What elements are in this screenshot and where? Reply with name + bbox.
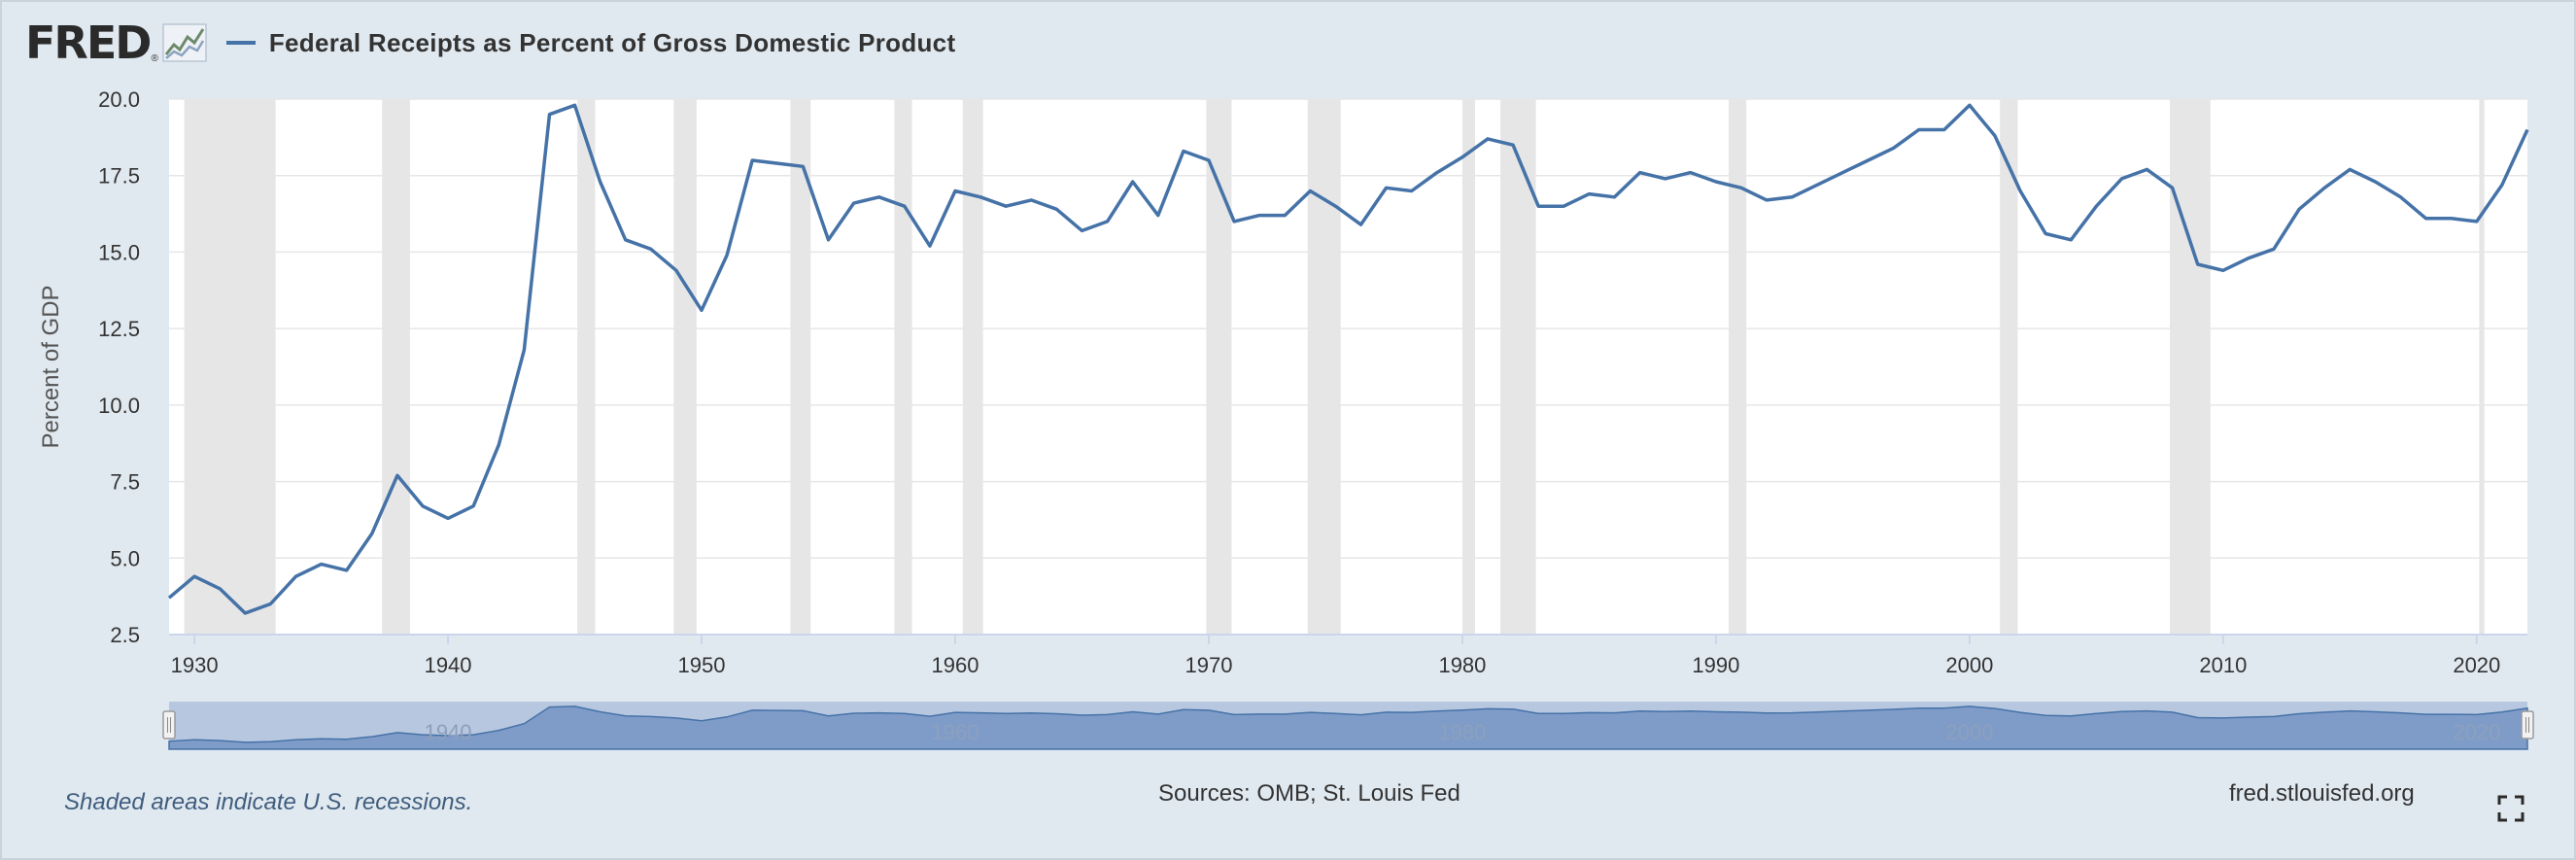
recession-band [962, 99, 983, 635]
recession-band [577, 99, 596, 635]
recession-band [2170, 99, 2211, 635]
navigator-tick-label: 1940 [425, 720, 472, 744]
recession-band [1728, 99, 1747, 635]
y-axis-label: Percent of GDP [38, 285, 64, 448]
x-tick-label: 2010 [2199, 653, 2247, 677]
x-tick-label: 1950 [678, 653, 726, 677]
navigator-left-handle[interactable] [162, 710, 176, 740]
navigator-series [168, 705, 2528, 750]
navigator-tick-label: 2020 [2453, 720, 2500, 744]
y-tick-label: 20.0 [98, 87, 140, 112]
y-tick-label: 5.0 [110, 546, 140, 570]
x-tick-label: 1980 [1438, 653, 1486, 677]
trend-graph-icon [162, 23, 207, 62]
recession-band [382, 99, 410, 635]
registered-mark: ® [151, 53, 158, 64]
navigator-tick-label: 1980 [1438, 720, 1486, 744]
x-tick-label: 1940 [425, 653, 472, 677]
y-tick-label: 15.0 [98, 240, 140, 264]
recession-band [1461, 99, 1475, 635]
x-tick-label: 1970 [1185, 653, 1232, 677]
recession-note: Shaded areas indicate U.S. recessions. [64, 789, 473, 815]
fred-logo[interactable]: FRED [25, 17, 152, 69]
x-tick-label: 1990 [1692, 653, 1739, 677]
navigator-right-handle[interactable] [2521, 710, 2534, 740]
x-tick-label: 2000 [1945, 653, 1993, 677]
recession-band [184, 99, 276, 635]
plot-area [169, 99, 2527, 635]
y-tick-label: 17.5 [98, 164, 140, 189]
navigator-tick-label: 1960 [932, 720, 979, 744]
recession-band [1206, 99, 1232, 635]
site-link[interactable]: fred.stlouisfed.org [2229, 780, 2415, 807]
series-line [167, 103, 2529, 615]
sources-text: Sources: OMB; St. Louis Fed [1158, 780, 1460, 807]
y-tick-label: 10.0 [98, 394, 140, 418]
fullscreen-icon[interactable] [2497, 795, 2524, 822]
recession-band [1500, 99, 1536, 635]
recession-band [2479, 99, 2485, 635]
recession-band [894, 99, 912, 635]
recession-band [790, 99, 811, 635]
navigator-tick-label: 2000 [1945, 720, 1993, 744]
recession-band [1307, 99, 1341, 635]
chart-header: FRED ® Federal Receipts as Percent of Gr… [25, 14, 955, 72]
x-tick-label: 1930 [171, 653, 219, 677]
y-tick-label: 2.5 [110, 623, 140, 647]
y-tick-label: 12.5 [98, 317, 140, 341]
recession-band [673, 99, 697, 635]
x-tick-label: 1960 [932, 653, 979, 677]
recession-band [2000, 99, 2018, 635]
x-tick-label: 2020 [2453, 653, 2500, 677]
chart-title: Federal Receipts as Percent of Gross Dom… [268, 27, 956, 57]
legend-line-swatch [225, 41, 256, 45]
y-tick-label: 7.5 [110, 470, 140, 495]
